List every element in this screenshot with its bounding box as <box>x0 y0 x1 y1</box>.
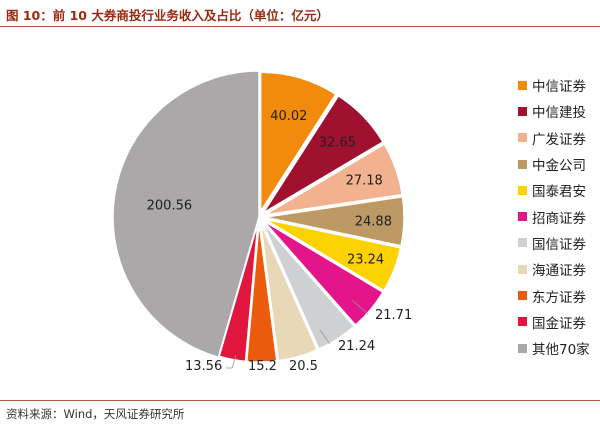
legend-item: 中信证券 <box>518 72 590 98</box>
slice-value-label: 21.24 <box>338 339 375 354</box>
legend-label: 海通证券 <box>532 263 586 280</box>
pie-slice-6 <box>263 220 384 327</box>
legend-label: 国金证券 <box>532 315 586 332</box>
legend-label: 中信建投 <box>532 105 586 122</box>
legend-item: 国泰君安 <box>518 177 590 203</box>
legend-swatch <box>518 343 527 353</box>
chart-title: 图 10：前 10 大券商投行业务收入及占比（单位：亿元） <box>6 8 329 23</box>
legend-item: 海通证券 <box>518 256 590 282</box>
legend-swatch <box>518 264 527 274</box>
legend-label: 国信证券 <box>532 236 586 253</box>
pie-slice-5 <box>264 218 402 292</box>
slice-value-label: 32.65 <box>319 135 356 150</box>
slice-value-label: 15.2 <box>248 359 277 374</box>
pie-slice-2 <box>262 94 384 214</box>
pie-slice-7 <box>261 221 356 350</box>
pie-slice-1 <box>259 71 337 214</box>
legend-label: 国泰君安 <box>532 184 586 201</box>
value-labels: 40.02 32.65 27.18 24.88 23.24 21.71 21.24 20.5 1… <box>147 109 413 374</box>
legend-item: 国金证券 <box>518 309 590 335</box>
legend-swatch <box>518 106 527 116</box>
source-rule <box>0 400 600 401</box>
pie-slice-8 <box>259 222 319 362</box>
legend-swatch <box>518 133 527 143</box>
legend-swatch <box>518 159 527 169</box>
legend-swatch <box>518 238 527 248</box>
legend-label: 中金公司 <box>532 158 586 175</box>
slice-value-label: 24.88 <box>355 214 392 229</box>
legend-item: 其他70家 <box>518 335 590 361</box>
legend-item: 国信证券 <box>518 230 590 256</box>
pie-slice-4 <box>264 195 405 247</box>
pie-slice-11 <box>112 70 260 359</box>
legend-item: 广发证券 <box>518 125 590 151</box>
legend-swatch <box>518 317 527 327</box>
legend-label: 招商证券 <box>532 210 586 227</box>
slice-value-label: 23.24 <box>347 253 384 268</box>
legend-swatch <box>518 291 527 301</box>
slice-value-label: 21.71 <box>375 308 412 323</box>
legend-label: 东方证券 <box>532 289 586 306</box>
title-rule <box>0 26 600 27</box>
pie-slice-3 <box>264 143 404 216</box>
legend: 中信证券中信建投广发证券中金公司国泰君安招商证券国信证券海通证券东方证券国金证券… <box>518 72 590 361</box>
pie-slice-9 <box>245 222 278 363</box>
slice-value-label: 40.02 <box>270 109 307 124</box>
slice-value-label: 200.56 <box>147 198 193 213</box>
pie-slices <box>112 70 405 363</box>
slice-value-label: 13.56 <box>185 359 222 374</box>
legend-swatch <box>518 80 527 90</box>
slice-value-label: 27.18 <box>346 174 383 189</box>
slice-value-label: 20.5 <box>289 359 318 374</box>
legend-item: 中金公司 <box>518 151 590 177</box>
leader-line <box>319 329 331 345</box>
legend-label: 中信证券 <box>532 79 586 96</box>
legend-label: 广发证券 <box>532 131 586 148</box>
legend-swatch <box>518 185 527 195</box>
leader-lines <box>226 299 369 369</box>
source-note: 资料来源：Wind，天风证券研究所 <box>6 407 185 421</box>
leader-line <box>351 299 369 315</box>
legend-item: 东方证券 <box>518 282 590 308</box>
legend-item: 中信建投 <box>518 98 590 124</box>
legend-label: 其他70家 <box>532 342 590 359</box>
legend-item: 招商证券 <box>518 203 590 229</box>
legend-swatch <box>518 212 527 222</box>
leader-line <box>226 354 237 369</box>
